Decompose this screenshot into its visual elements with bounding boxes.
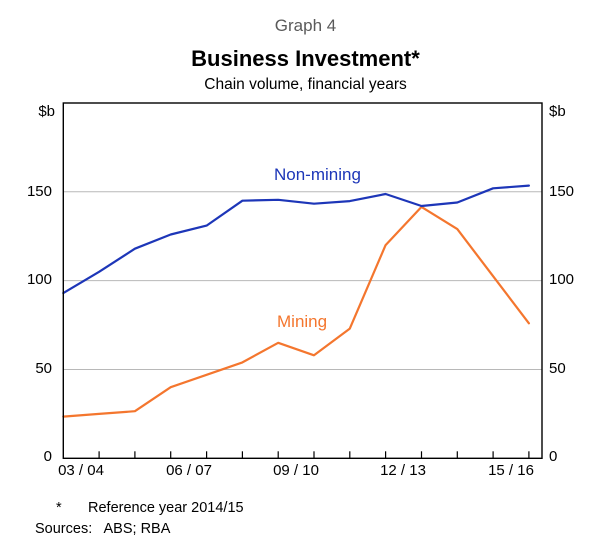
footnote-marker: *: [56, 500, 62, 516]
y-tick-right-50: 50: [549, 360, 566, 377]
x-tick-0607: 06 / 07: [166, 462, 212, 479]
footnote-text: Reference year 2014/15: [88, 500, 244, 516]
x-tick-1213: 12 / 13: [380, 462, 426, 479]
y-tick-left-0: 0: [43, 448, 52, 465]
sources-line: Sources: ABS; RBA: [35, 521, 171, 537]
graph-number: Graph 4: [274, 16, 337, 35]
chart-subtitle: Chain volume, financial years: [204, 76, 407, 93]
y-tick-right-100: 100: [549, 271, 575, 288]
plot-border: [62, 102, 543, 459]
chart-title: Business Investment*: [191, 46, 420, 71]
x-tick-0910: 09 / 10: [273, 462, 319, 479]
non-mining-line: [62, 184, 531, 295]
y-tick-left-50: 50: [35, 360, 52, 377]
mining-line: [62, 205, 531, 418]
y-axis-unit-right: $b: [549, 103, 566, 120]
y-tick-left-100: 100: [26, 271, 52, 288]
non-mining-series-label: Non-mining: [274, 165, 361, 184]
x-tick-0304: 03 / 04: [58, 462, 104, 479]
y-tick-left-150: 150: [26, 183, 52, 200]
y-tick-right-0: 0: [549, 448, 558, 465]
mining-series-label: Mining: [277, 312, 328, 331]
y-axis-unit-left: $b: [38, 103, 55, 120]
y-tick-right-150: 150: [549, 183, 575, 200]
x-tick-1516: 15 / 16: [488, 462, 534, 479]
